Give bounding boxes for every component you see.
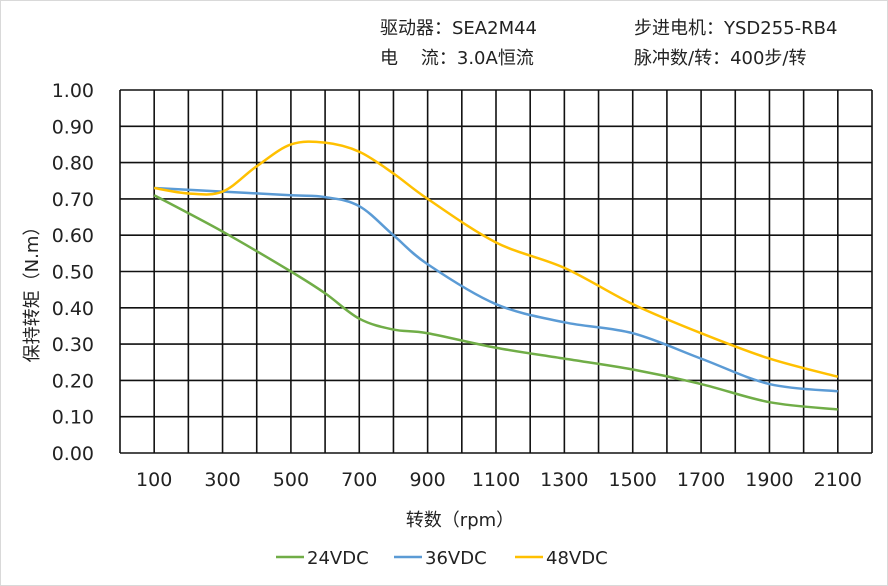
- motor-label: 步进电机：YSD255-RB4: [634, 18, 838, 39]
- y-tick-label: 0.70: [52, 189, 94, 211]
- y-axis-label: 保持转矩（N.m）: [22, 218, 43, 363]
- x-tick-label: 700: [341, 469, 377, 491]
- current-label: 电 流：3.0A恒流: [380, 48, 534, 69]
- x-tick-label: 1100: [472, 469, 520, 491]
- series-line-36VDC: [154, 186, 838, 393]
- x-tick-label: 300: [204, 469, 240, 491]
- legend-label-24VDC: 24VDC: [307, 548, 369, 569]
- y-tick-label: 0.10: [52, 407, 94, 429]
- y-tick-label: 0.30: [52, 334, 94, 356]
- x-tick-label: 500: [273, 469, 309, 491]
- x-tick-label: 100: [136, 469, 172, 491]
- series-line-48VDC: [153, 140, 839, 378]
- y-tick-label: 0.50: [52, 262, 94, 284]
- x-axis-label: 转数（rpm）: [406, 510, 514, 531]
- x-tick-label: 1300: [540, 469, 588, 491]
- x-tick-label: 1700: [677, 469, 725, 491]
- x-tick-label: 900: [410, 469, 446, 491]
- y-tick-label: 0.00: [52, 443, 94, 465]
- pulses-label: 脉冲数/转：400步/转: [634, 48, 807, 69]
- y-tick-label: 0.40: [52, 298, 94, 320]
- y-tick-label: 0.90: [52, 116, 94, 138]
- driver-label: 驱动器：SEA2M44: [380, 18, 537, 39]
- x-tick-label: 1900: [745, 469, 793, 491]
- legend-label-36VDC: 36VDC: [425, 548, 487, 569]
- y-tick-label: 0.80: [52, 153, 94, 175]
- y-tick-label: 0.20: [52, 370, 94, 392]
- y-tick-label: 0.60: [52, 225, 94, 247]
- x-tick-label: 2100: [814, 469, 862, 491]
- y-tick-label: 1.00: [52, 80, 94, 102]
- legend-label-48VDC: 48VDC: [546, 548, 608, 569]
- series-line-24VDC: [153, 194, 838, 411]
- x-tick-label: 1500: [609, 469, 657, 491]
